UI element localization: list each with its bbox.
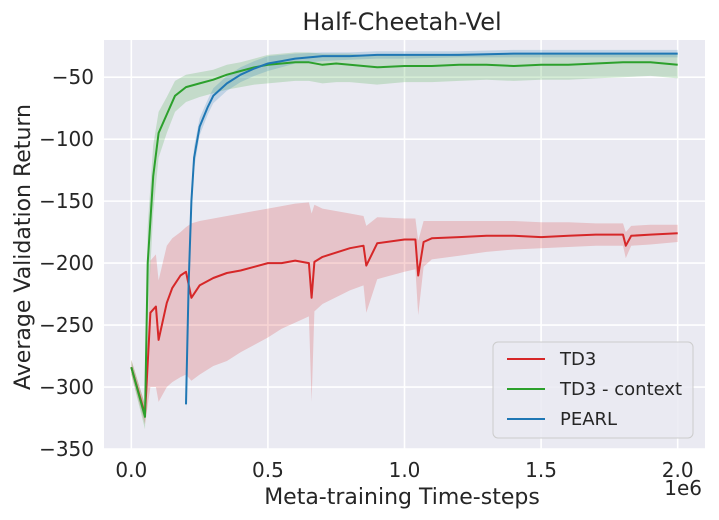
y-tick-label: −350 bbox=[39, 437, 94, 461]
x-tick-label: 2.0 bbox=[662, 458, 694, 482]
x-axis-label: Meta-training Time-steps bbox=[264, 485, 540, 510]
y-tick-label: −200 bbox=[39, 251, 94, 275]
x-tick-label: 1.5 bbox=[525, 458, 557, 482]
y-tick-label: −50 bbox=[52, 65, 94, 89]
band-td3-context bbox=[131, 52, 678, 430]
y-tick-labels: −350 −300 −250 −200 −150 −100 −50 bbox=[39, 65, 94, 461]
chart-title: Half-Cheetah-Vel bbox=[302, 8, 501, 36]
y-tick-label: −300 bbox=[39, 375, 94, 399]
series-line-td3-context bbox=[130, 61, 678, 418]
y-tick-label: −150 bbox=[39, 189, 94, 213]
legend-label-td3-context: TD3 - context bbox=[559, 379, 682, 400]
series-line-pearl bbox=[185, 52, 678, 405]
x-tick-label: 0.0 bbox=[115, 458, 147, 482]
legend: TD3 TD3 - context PEARL bbox=[492, 341, 694, 439]
series-line-td3 bbox=[130, 232, 678, 416]
x-tick-labels: 0.0 0.5 1.0 1.5 2.0 bbox=[115, 458, 693, 482]
band-td3 bbox=[131, 202, 678, 425]
series-lines bbox=[130, 52, 678, 418]
x-tick-label: 1.0 bbox=[389, 458, 421, 482]
x-tick-label: 0.5 bbox=[252, 458, 284, 482]
legend-label-pearl: PEARL bbox=[560, 409, 617, 430]
y-tick-label: −100 bbox=[39, 127, 94, 151]
legend-box bbox=[492, 341, 694, 439]
legend-label-td3: TD3 bbox=[559, 349, 596, 370]
y-tick-label: −250 bbox=[39, 313, 94, 337]
x-offset-label: 1e6 bbox=[664, 476, 702, 500]
grid bbox=[104, 40, 705, 450]
y-axis-label: Average Validation Return bbox=[11, 104, 36, 390]
confidence-bands bbox=[131, 49, 678, 430]
